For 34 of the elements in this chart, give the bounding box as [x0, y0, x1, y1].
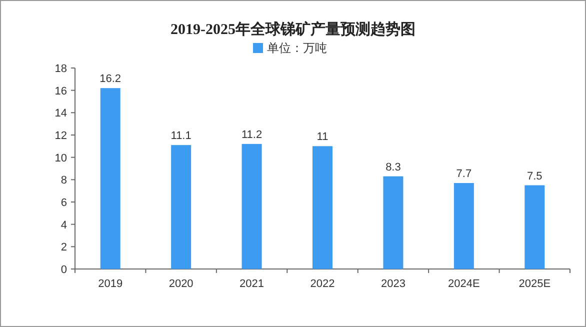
bar: [242, 144, 262, 269]
data-label: 7.5: [526, 170, 542, 182]
x-tick-label: 2024E: [448, 278, 480, 290]
x-tick-label: 2019: [98, 278, 123, 290]
legend: 单位：万吨: [253, 41, 327, 55]
legend-label: 单位：万吨: [267, 41, 327, 55]
y-tick-label: 10: [54, 152, 67, 164]
data-label: 11.2: [241, 128, 262, 141]
bar: [312, 146, 332, 269]
y-tick-label: 0: [60, 264, 67, 276]
y-tick-label: 8: [60, 174, 67, 187]
data-label: 11.1: [170, 130, 192, 142]
bar: [383, 176, 404, 269]
x-tick-label: 2020: [168, 278, 194, 290]
data-label: 16.2: [100, 73, 122, 86]
bar: [171, 145, 192, 269]
y-tick-label: 12: [54, 130, 67, 142]
data-label: 7.7: [456, 168, 472, 180]
y-tick-label: 2: [60, 242, 67, 254]
data-label: 11: [316, 131, 328, 144]
x-tick-label: 2025E: [518, 278, 551, 290]
y-tick-label: 16: [54, 85, 67, 98]
bar: [454, 183, 474, 269]
chart-title: 2019-2025年全球锑矿产量预测趋势图: [170, 20, 416, 38]
y-tick-label: 6: [60, 197, 67, 209]
x-tick-label: 2021: [240, 278, 264, 290]
data-label: 8.3: [386, 161, 401, 174]
y-tick-label: 18: [54, 63, 67, 75]
y-tick-label: 4: [60, 219, 67, 232]
bar: [100, 88, 120, 269]
bar: [524, 185, 545, 269]
y-tick-label: 14: [54, 108, 67, 120]
x-tick-label: 2022: [310, 278, 335, 290]
x-tick-label: 2023: [380, 278, 406, 290]
